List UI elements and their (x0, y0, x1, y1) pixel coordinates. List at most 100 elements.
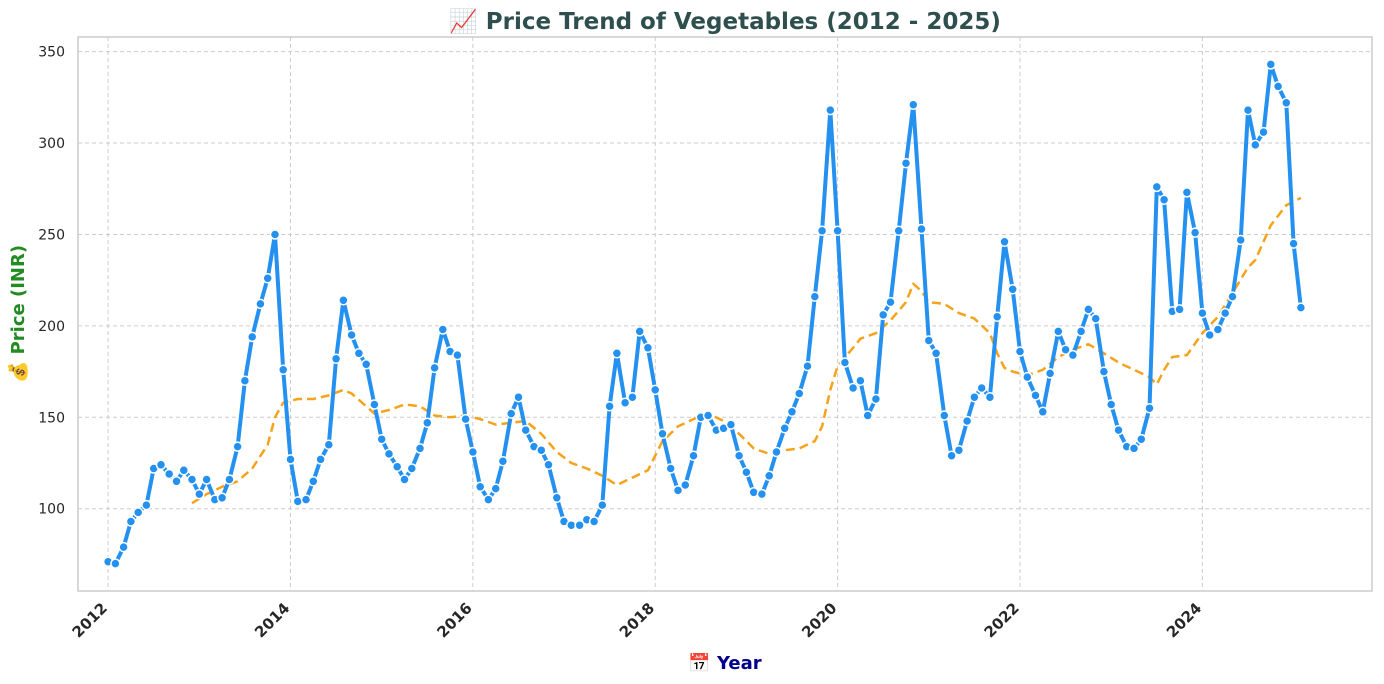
data-point (246, 331, 258, 343)
data-point (702, 410, 714, 421)
data-point (376, 433, 387, 445)
data-point (224, 474, 235, 485)
y-tick-label: 150 (38, 410, 65, 426)
data-point (1044, 368, 1056, 379)
data-point (460, 413, 471, 425)
data-point (1212, 324, 1224, 335)
data-point (604, 401, 615, 412)
data-point (1288, 238, 1299, 249)
data-point (893, 225, 904, 237)
data-point (255, 298, 266, 310)
data-point (543, 459, 554, 471)
plot-frame (77, 36, 1373, 592)
data-point (201, 474, 212, 485)
data-point (923, 335, 935, 346)
data-point (649, 384, 661, 396)
data-point (125, 516, 137, 527)
data-point (308, 476, 319, 487)
data-point (680, 479, 691, 491)
data-point (771, 446, 782, 458)
x-tick-label: 2014 (251, 599, 293, 641)
data-point (1083, 304, 1094, 315)
y-tick-label: 350 (38, 45, 65, 61)
data-point (406, 463, 418, 474)
data-point (369, 399, 380, 410)
data-point (939, 410, 950, 421)
data-point (155, 459, 167, 471)
data-point (725, 419, 737, 430)
data-point (1053, 326, 1064, 337)
y-tick-label: 200 (38, 319, 65, 335)
data-point (1219, 307, 1231, 319)
data-point (961, 415, 973, 427)
data-point (1151, 181, 1163, 193)
series-layer (102, 59, 1307, 569)
data-point (1128, 443, 1140, 454)
data-point (1113, 424, 1124, 436)
y-tick-label: 100 (38, 502, 65, 518)
data-point (1060, 344, 1071, 355)
data-point (642, 342, 654, 354)
data-point (132, 507, 144, 518)
data-point (741, 466, 752, 478)
data-point (551, 492, 563, 504)
data-point (930, 348, 942, 359)
data-point (1075, 326, 1087, 337)
data-point (194, 488, 205, 500)
data-point (269, 229, 281, 240)
data-point (186, 474, 198, 485)
data-point (657, 428, 668, 440)
data-point (634, 326, 645, 337)
data-point (825, 104, 836, 116)
data-point (1105, 399, 1117, 410)
data-point (916, 223, 927, 235)
data-point (756, 488, 768, 500)
data-point (969, 391, 980, 403)
axis-layer: 100 150 200 250 300 350 2012 2014 2016 2018 2020 20… (38, 45, 1205, 642)
data-point (353, 348, 365, 359)
data-point (627, 391, 638, 403)
data-point (1174, 304, 1185, 315)
data-point (429, 362, 440, 374)
data-point (497, 455, 509, 467)
data-point (141, 499, 152, 511)
data-point (360, 359, 372, 370)
data-point (467, 446, 479, 458)
data-point (391, 461, 403, 472)
data-point (665, 463, 676, 474)
data-point (1265, 59, 1277, 70)
x-tick-label: 2020 (798, 599, 840, 641)
data-point (832, 225, 843, 237)
data-point (802, 360, 813, 372)
x-tick-label: 2016 (433, 599, 475, 641)
data-point (490, 483, 501, 494)
data-point (232, 441, 243, 452)
data-point (1281, 97, 1292, 109)
x-axis-label: 📅 Year (688, 652, 761, 674)
data-point (991, 311, 1003, 322)
data-point (908, 99, 919, 110)
data-point (611, 348, 623, 359)
y-tick-label: 300 (38, 136, 65, 152)
x-tick-label: 2012 (69, 599, 111, 641)
data-point (839, 357, 851, 368)
data-point (1067, 349, 1079, 361)
data-point (816, 225, 828, 237)
data-point (1090, 313, 1101, 324)
data-point (1242, 104, 1254, 116)
data-point (794, 388, 805, 399)
data-point (520, 424, 531, 436)
data-point (505, 408, 517, 419)
data-point (672, 485, 684, 496)
data-point (1014, 346, 1026, 357)
data-point (171, 476, 182, 487)
data-point (809, 291, 821, 302)
data-point (178, 465, 190, 476)
data-point (688, 450, 699, 461)
data-point (1197, 307, 1208, 319)
data-point (399, 474, 410, 485)
data-point (1227, 291, 1238, 302)
data-point (946, 450, 957, 461)
